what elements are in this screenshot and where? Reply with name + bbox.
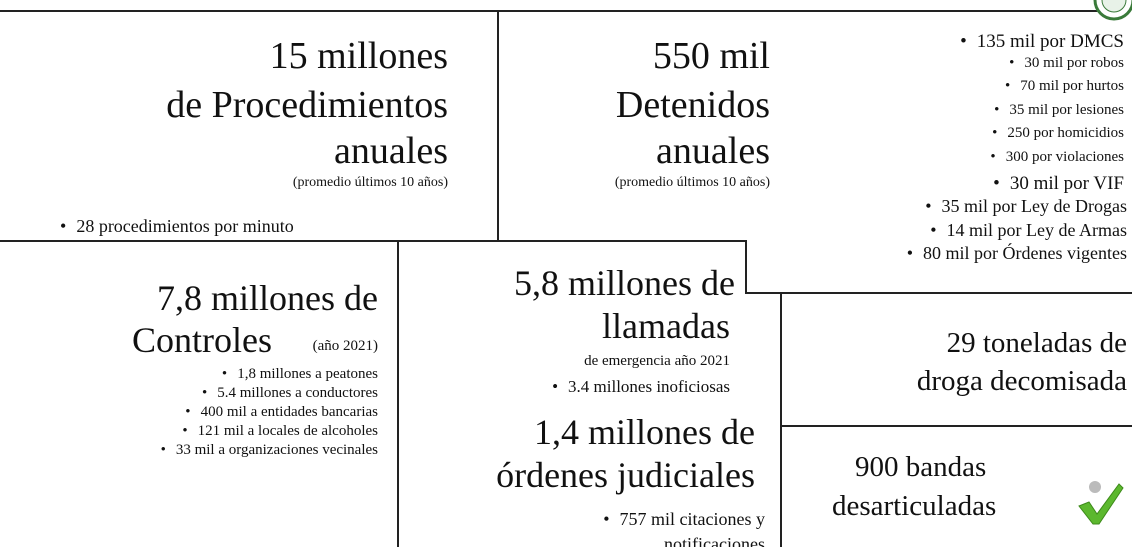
heading: droga decomisada	[916, 365, 1127, 397]
divider	[397, 240, 399, 547]
heading: 5,8 millones de	[514, 263, 735, 303]
bullet: 30 mil por VIF	[993, 174, 1124, 193]
bullet: 35 mil por lesiones	[994, 102, 1124, 118]
bullet: 3.4 millones inoficiosas	[552, 378, 730, 395]
bullet: 300 por violaciones	[990, 150, 1124, 165]
heading: 550 mil	[652, 35, 770, 77]
note: de emergencia año 2021	[584, 353, 730, 369]
bullet: 5.4 millones a conductores	[202, 386, 378, 401]
bullet: 28 procedimientos por minuto	[60, 217, 293, 235]
heading: 900 bandas	[855, 451, 987, 483]
heading: órdenes judiciales	[496, 455, 755, 495]
note: (promedio últimos 10 años)	[614, 175, 770, 190]
heading: Detenidos	[615, 84, 770, 126]
bullet: 135 mil por DMCS	[960, 32, 1124, 51]
bullet: 33 mil a organizaciones vecinales	[161, 443, 378, 458]
heading: 29 toneladas de	[946, 327, 1127, 359]
divider	[745, 240, 747, 293]
bullet: 1,8 millones a peatones	[222, 367, 378, 382]
bullet: 14 mil por Ley de Armas	[930, 221, 1127, 239]
check-icon	[1078, 481, 1124, 525]
bullet: 250 por homicidios	[992, 126, 1124, 141]
divider	[745, 292, 1132, 294]
heading: anuales	[656, 130, 770, 172]
divider	[497, 10, 499, 240]
divider	[0, 10, 1110, 12]
divider	[780, 425, 1132, 427]
divider	[780, 292, 782, 547]
heading: llamadas	[602, 306, 730, 346]
bullet: 70 mil por hurtos	[1005, 79, 1124, 94]
bullet: 757 mil citaciones y notificaciones	[590, 507, 770, 547]
bullet: 121 mil a locales de alcoholes	[182, 424, 378, 439]
bullet: 400 mil a entidades bancarias	[185, 405, 378, 420]
heading: 1,4 millones de	[534, 412, 755, 452]
bullet: 30 mil por robos	[1009, 55, 1124, 71]
note: (promedio últimos 10 años)	[292, 175, 448, 190]
note: (año 2021)	[312, 338, 378, 354]
heading: 7,8 millones de	[157, 278, 378, 318]
heading: de Procedimientos	[166, 84, 448, 126]
bullet: 35 mil por Ley de Drogas	[925, 197, 1127, 215]
heading: desarticuladas	[832, 490, 997, 522]
logo	[1093, 0, 1132, 21]
heading: anuales	[334, 130, 448, 172]
heading: Controles	[132, 320, 272, 360]
divider	[0, 240, 745, 242]
heading: 15 millones	[269, 35, 448, 77]
bullet: 80 mil por Órdenes vigentes	[907, 244, 1127, 262]
